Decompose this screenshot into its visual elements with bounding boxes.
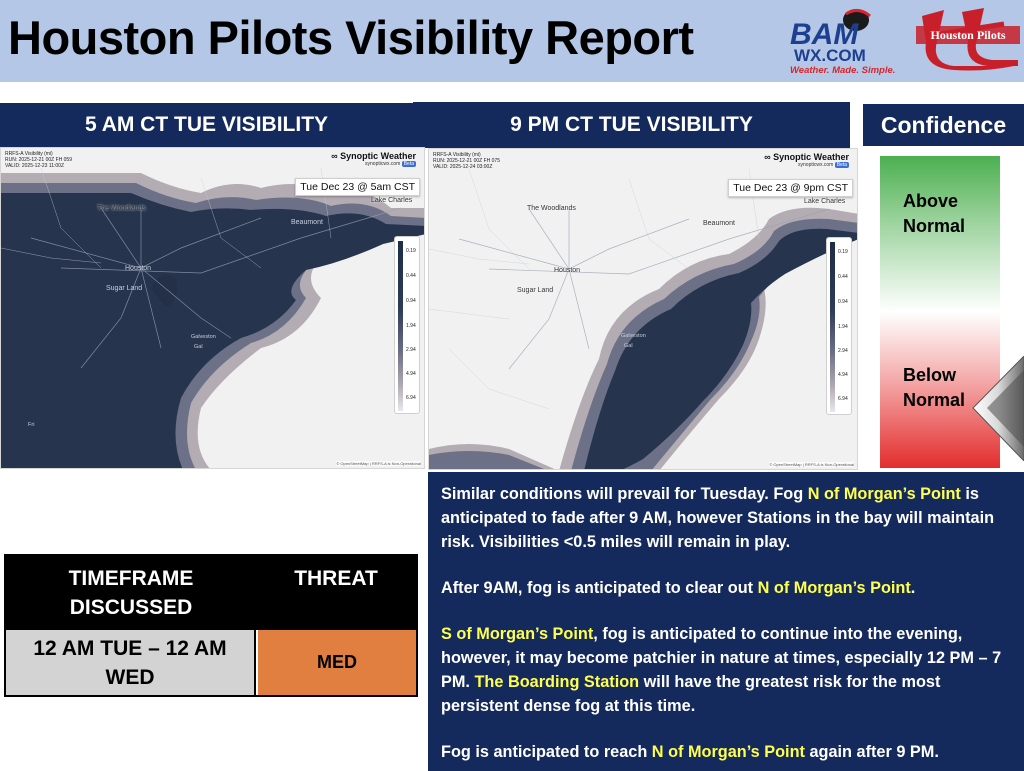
legend-colorbar [830,242,835,412]
place-label: Sugar Land [106,285,143,292]
right-map-heading: 9 PM CT TUE VISIBILITY [413,102,850,148]
place-label: Houston [125,265,152,272]
discussion-paragraph: After 9AM, fog is anticipated to clear o… [441,579,916,597]
place-label: Beaumont [703,220,735,227]
highlight-location: N of Morgan’s Point [807,485,961,503]
houston-pilots-logo-text: Houston Pilots [930,28,1005,42]
bamwx-logo-line2: WX.COM [794,46,866,65]
confidence-pointer-icon [972,356,1024,461]
legend-tick: 6.94 [838,396,848,402]
map-attribution: © OpenStreetMap | RRFS-A is Non-Operatio… [336,461,421,466]
place-label: Fri [28,422,35,428]
legend-tick: 0.19 [406,248,416,254]
legend-tick: 4.94 [406,371,416,377]
place-label: Houston [554,267,581,274]
map-meta-run: RUN: 2025-12-21 00Z FH 059 [5,157,72,163]
threat-table: TIMEFRAME DISCUSSED THREAT 12 AM TUE – 1… [4,554,418,697]
legend-tick: 0.44 [406,273,416,279]
place-label: Lake Charles [371,197,413,204]
legend-tick: 0.94 [406,298,416,304]
legend-tick: 2.94 [838,348,848,354]
place-label: Gal [624,343,633,349]
highlight-location: N of Morgan’s Point [757,579,911,597]
brand-url: synopticwx.com Beta [798,162,849,168]
legend-tick: 1.94 [406,323,416,329]
threat-column-header: THREAT [294,567,378,590]
legend-tick: 4.94 [838,372,848,378]
place-label: Galveston [191,334,216,340]
confidence-below-label: Below Normal [903,365,966,410]
place-label: The Woodlands [97,205,146,212]
forecast-discussion: Similar conditions will prevail for Tues… [428,472,1024,771]
left-map-heading: 5 AM CT TUE VISIBILITY [0,103,413,147]
map-meta-title: RRFS-A Visibility (mi) [5,151,53,157]
visibility-map-5am: RRFS-A Visibility (mi) RUN: 2025-12-21 0… [0,147,425,469]
legend-colorbar [398,241,403,411]
valid-time-stamp: Tue Dec 23 @ 9pm CST [728,179,853,197]
confidence-heading: Confidence [863,104,1024,146]
bamwx-logo: BAM WX.COM Weather. Made. Simple. [790,9,895,76]
place-label: The Woodlands [527,205,576,212]
legend-tick: 2.94 [406,347,416,353]
report-header: Houston Pilots Visibility Report BAM WX.… [0,0,1024,82]
visibility-legend: 0.19 0.44 0.94 1.94 2.94 4.94 6.94 [826,237,852,415]
timeframe-cell: 12 AM TUE – 12 AM WED [6,630,256,695]
legend-tick: 1.94 [838,324,848,330]
discussion-paragraph: Fog is anticipated to reach N of Morgan’… [441,743,939,761]
map-meta-title: RRFS-A Visibility (mi) [433,152,481,158]
map-metadata: RRFS-A Visibility (mi) RUN: 2025-12-21 0… [433,152,500,170]
fog-map-graphic [1,148,424,468]
legend-tick: 6.94 [406,395,416,401]
confidence-scale [880,156,1000,468]
map-meta-valid: VALID: 2025-12-24 03:00Z [433,164,493,170]
highlight-location: S of Morgan’s Point [441,625,594,643]
houston-pilots-logo: Houston Pilots [916,8,1020,71]
threat-level-cell: MED [258,630,416,695]
highlight-location: N of Morgan’s Point [651,743,805,761]
beta-badge: Beta [401,161,416,167]
threat-table-header: TIMEFRAME DISCUSSED THREAT [6,556,416,630]
valid-time-stamp: Tue Dec 23 @ 5am CST [295,178,420,196]
place-label: Beaumont [291,219,323,226]
visibility-legend: 0.19 0.44 0.94 1.94 2.94 4.94 6.94 [394,236,420,414]
visibility-map-9pm: RRFS-A Visibility (mi) RUN: 2025-12-21 0… [428,148,858,470]
place-label: Lake Charles [804,198,846,205]
legend-tick: 0.19 [838,249,848,255]
beta-badge: Beta [834,162,849,168]
synoptic-weather-brand: ∞ Synoptic Weather synopticwx.com Beta [331,151,416,167]
discussion-paragraph: S of Morgan’s Point, fog is anticipated … [441,625,1002,715]
timeframe-column-header: TIMEFRAME DISCUSSED [68,567,194,619]
map-attribution: © OpenStreetMap | RRFS-A is Non-Operatio… [769,462,854,467]
place-label: Sugar Land [517,287,554,294]
discussion-paragraph: Similar conditions will prevail for Tues… [441,485,995,551]
highlight-location: The Boarding Station [474,673,640,691]
legend-tick: 0.44 [838,274,848,280]
legend-tick: 0.94 [838,299,848,305]
brand-name: ∞ Synoptic Weather [764,152,849,162]
map-metadata: RRFS-A Visibility (mi) RUN: 2025-12-21 0… [5,151,72,169]
bamwx-logo-tagline: Weather. Made. Simple. [790,65,895,76]
map-meta-run: RUN: 2025-12-21 00Z FH 075 [433,158,500,164]
confidence-above-label: Above Normal [903,191,966,236]
map-meta-valid: VALID: 2025-12-23 11:00Z [5,163,65,169]
place-label: Gal [194,344,203,350]
fog-map-graphic [429,149,857,469]
synoptic-weather-brand: ∞ Synoptic Weather synopticwx.com Beta [764,152,849,168]
bamwx-logo-line1: BAM [790,18,859,51]
brand-url: synopticwx.com Beta [365,161,416,167]
brand-name: ∞ Synoptic Weather [331,151,416,161]
report-title: Houston Pilots Visibility Report [8,11,694,64]
place-label: Galveston [621,333,646,339]
